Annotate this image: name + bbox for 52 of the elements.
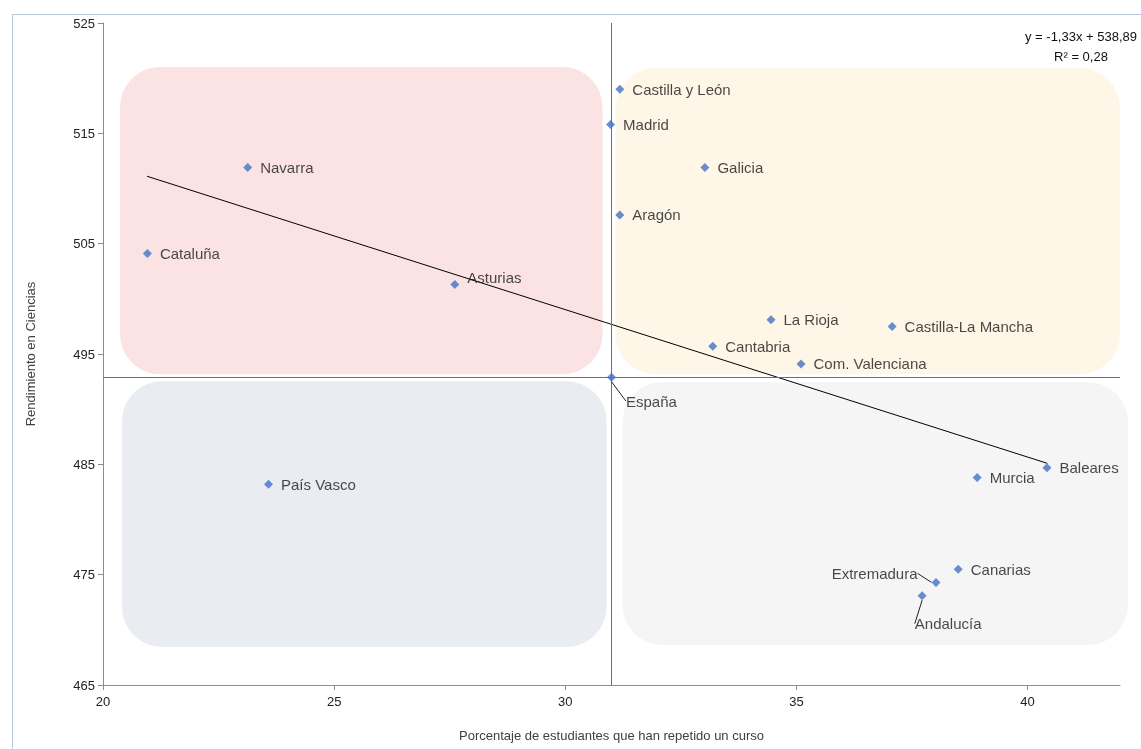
data-label: País Vasco [280, 475, 356, 493]
point [606, 120, 616, 130]
data-label: Canarias [970, 560, 1031, 578]
data-label: Murcia [989, 469, 1036, 487]
point [263, 479, 273, 489]
point [708, 341, 718, 351]
data-label: España [626, 392, 678, 410]
data-label: Baleares [1059, 459, 1119, 477]
annotation: R² = 0,28 [1054, 48, 1108, 64]
data-label: La Rioja [783, 311, 840, 329]
data-label: Com. Valenciana [813, 355, 928, 373]
point [917, 591, 927, 601]
y-axis-title: Rendimiento en Ciencias [23, 281, 38, 427]
y-tick-label: 525 [73, 15, 95, 31]
data-label: Navarra [260, 159, 315, 177]
point [615, 210, 625, 220]
data-label: Andalucía [914, 615, 983, 633]
point [615, 84, 625, 94]
point [607, 372, 616, 382]
y-tick-label: 475 [73, 567, 95, 583]
x-axis-title: Porcentaje de estudiantes que han repetido un curso [459, 728, 764, 743]
data-label: Asturias [467, 268, 522, 286]
x-tick-label: 40 [1020, 694, 1035, 709]
x-tick-label: 25 [326, 694, 342, 709]
point [1042, 463, 1052, 473]
x-tick-label: 20 [95, 694, 111, 709]
data-label: Extremadura [831, 564, 919, 582]
point [243, 163, 253, 173]
point [972, 473, 982, 483]
point [887, 321, 897, 331]
y-tick-label: 495 [73, 346, 95, 362]
point [450, 279, 460, 289]
y-tick-label: 515 [73, 125, 95, 141]
data-label: Galicia [717, 159, 764, 177]
y-tick-label: 465 [73, 677, 95, 693]
data-label: Castilla y León [632, 80, 731, 98]
point [931, 577, 941, 587]
point [766, 315, 776, 325]
data-label: Aragón [632, 206, 681, 224]
y-tick-label: 485 [73, 456, 95, 472]
data-label: Madrid [623, 116, 669, 134]
point [700, 163, 710, 173]
y-tick-label: 505 [73, 236, 95, 252]
x-tick-label: 30 [558, 694, 573, 709]
point [142, 249, 152, 259]
point [953, 564, 963, 574]
data-label: Cataluña [159, 245, 221, 263]
data-label: Castilla-La Mancha [904, 317, 1034, 335]
data-label: Cantabria [725, 337, 791, 355]
point [796, 359, 806, 369]
x-tick-label: 35 [789, 694, 804, 709]
annotation: y = -1,33x + 538,89 [1024, 28, 1138, 44]
